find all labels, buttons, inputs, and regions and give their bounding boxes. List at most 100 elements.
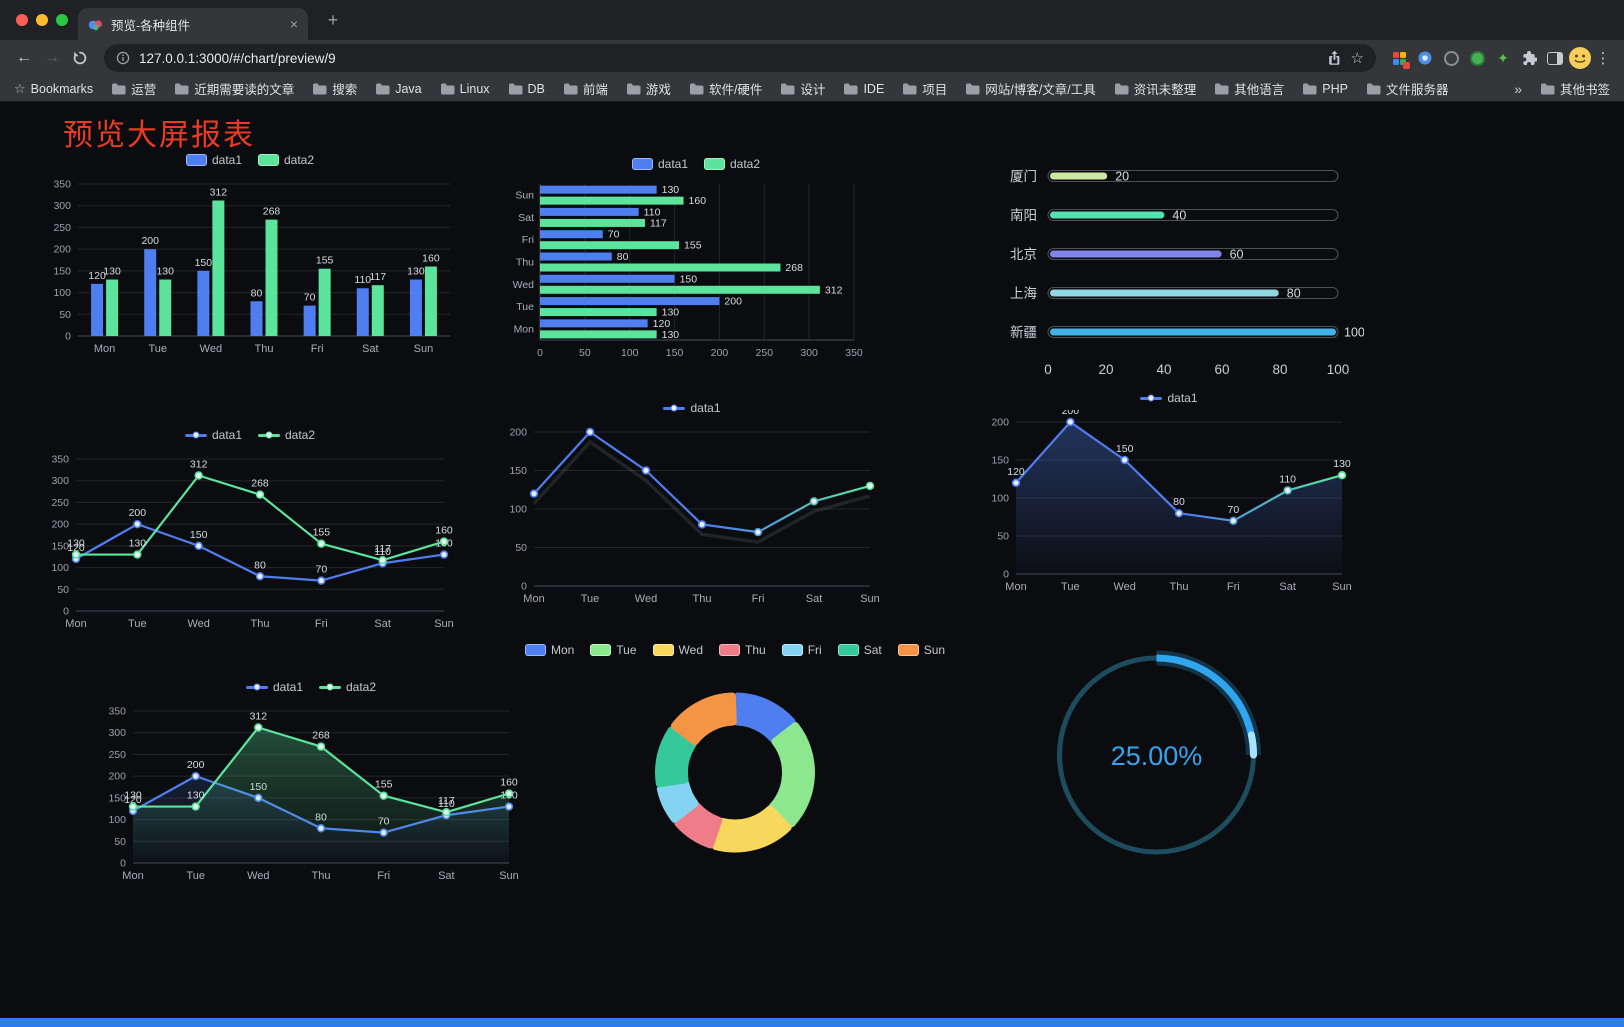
chart-canvas-gradient-line: 0 50 100 150 200 Mon Tue Wed Thu Fri Sat Sun bbox=[509, 427, 879, 606]
legend-item-data2[interactable]: data2 bbox=[704, 157, 760, 171]
bookmark-item[interactable]: 其他语言 bbox=[1214, 79, 1284, 98]
legend-item-Sat[interactable]: Sat bbox=[837, 643, 882, 657]
svg-text:155: 155 bbox=[375, 779, 393, 791]
svg-text:Mon: Mon bbox=[122, 870, 143, 882]
back-icon[interactable]: ← bbox=[16, 49, 32, 66]
svg-text:70: 70 bbox=[315, 564, 327, 576]
bookmark-item[interactable]: 搜索 bbox=[312, 79, 357, 98]
reload-icon[interactable] bbox=[66, 44, 94, 72]
svg-text:Sat: Sat bbox=[806, 593, 823, 605]
bookmark-item[interactable]: 其他书签 bbox=[1540, 79, 1610, 98]
svg-text:Sat: Sat bbox=[362, 343, 379, 355]
svg-text:Fri: Fri bbox=[311, 343, 324, 355]
svg-text:350: 350 bbox=[53, 179, 71, 191]
folder-icon bbox=[312, 83, 327, 95]
folder-icon bbox=[780, 83, 795, 95]
folder-icon bbox=[1214, 83, 1229, 95]
legend-item-Thu[interactable]: Thu bbox=[719, 643, 766, 657]
chart-percent-gauge[interactable]: 25.00% bbox=[1034, 635, 1279, 875]
legend-item-data2[interactable]: data2 bbox=[319, 680, 376, 694]
bookmark-star-icon[interactable]: ☆ bbox=[1350, 50, 1364, 67]
legend-item-data1[interactable]: data1 bbox=[184, 428, 242, 442]
bookmark-label: Java bbox=[395, 81, 422, 96]
chart-gradient-line[interactable]: data1 0 50 100 150 200 Mon Tue Wed Thu Fri Sat Sun bbox=[498, 396, 886, 612]
svg-text:Mon: Mon bbox=[94, 343, 115, 355]
chart-grouped-bar[interactable]: data1 data2 0 50 100 150 200 250 300 350 Mon Tue Wed… bbox=[40, 148, 460, 362]
bookmark-item[interactable]: Java bbox=[375, 81, 422, 96]
svg-text:Fri: Fri bbox=[315, 618, 328, 630]
window-zoom-button[interactable] bbox=[56, 14, 68, 26]
ext-dark-circle-icon[interactable] bbox=[1438, 45, 1464, 71]
svg-text:350: 350 bbox=[845, 347, 863, 359]
legend-item-data2[interactable]: data2 bbox=[258, 428, 315, 442]
sidebar-toggle-icon[interactable] bbox=[1542, 45, 1568, 71]
share-icon[interactable] bbox=[1327, 50, 1342, 66]
legend-item-data1[interactable]: data1 bbox=[245, 680, 303, 694]
svg-text:上海: 上海 bbox=[1010, 286, 1037, 301]
legend-item-data1[interactable]: data1 bbox=[631, 157, 688, 171]
chart-two-line[interactable]: data1 data2 0 50 100 150 200 250 300 350 Mon Tue Wed… bbox=[40, 423, 460, 637]
svg-text:200: 200 bbox=[53, 244, 71, 256]
bookmark-item[interactable]: 文件服务器 bbox=[1366, 79, 1448, 98]
bookmark-item[interactable]: IDE bbox=[843, 82, 884, 96]
svg-text:Tue: Tue bbox=[516, 301, 534, 313]
bookmark-item[interactable]: 近期需要读的文章 bbox=[174, 79, 294, 98]
ext-green-star-icon[interactable]: ✦ bbox=[1497, 49, 1509, 66]
chart-area-line[interactable]: data1 0 50 100 150 200 Mon Tue Wed Thu Fri Sat Sun 12… bbox=[980, 386, 1358, 600]
bookmark-item[interactable]: PHP bbox=[1302, 82, 1348, 96]
forward-icon[interactable]: → bbox=[44, 49, 60, 66]
svg-text:120: 120 bbox=[653, 318, 671, 330]
bookmark-item[interactable]: 设计 bbox=[780, 79, 825, 98]
legend-item-Mon[interactable]: Mon bbox=[524, 643, 574, 657]
bookmark-label: 前端 bbox=[582, 83, 608, 97]
ext-palette-icon[interactable] bbox=[1386, 45, 1412, 71]
site-info-icon[interactable] bbox=[116, 51, 130, 65]
bookmark-item[interactable]: 软件/硬件 bbox=[689, 79, 762, 98]
bookmark-item[interactable]: 前端 bbox=[563, 79, 608, 98]
svg-text:80: 80 bbox=[251, 287, 263, 299]
legend-item-data1[interactable]: data1 bbox=[663, 401, 721, 415]
svg-text:Thu: Thu bbox=[1170, 581, 1189, 593]
svg-text:160: 160 bbox=[689, 195, 707, 207]
browser-tab[interactable]: 预览-各种组件 × bbox=[78, 8, 308, 40]
bookmark-item[interactable]: 网站/博客/文章/工具 bbox=[965, 79, 1096, 98]
chart-weekday-donut[interactable]: Mon Tue Wed Thu Fri Sat Sun bbox=[524, 638, 945, 875]
bookmark-item[interactable]: 资讯未整理 bbox=[1114, 79, 1196, 98]
legend-item-Tue[interactable]: Tue bbox=[590, 643, 637, 657]
legend-item-Sun[interactable]: Sun bbox=[897, 643, 945, 657]
chart-two-line-area[interactable]: data1 data2 0 50 100 150 200 250 300 350 Mon Tue Wed… bbox=[97, 675, 525, 889]
ext-green-circle-icon[interactable] bbox=[1464, 45, 1490, 71]
chart-city-progress[interactable]: 厦门 20 南阳 40 北京 60 上海 80 新疆 100 0 20 40 60 80 100 bbox=[986, 158, 1364, 386]
extensions-puzzle-icon[interactable] bbox=[1516, 45, 1542, 71]
legend-item-data1[interactable]: data1 bbox=[185, 153, 242, 167]
bookmark-item[interactable]: 游戏 bbox=[626, 79, 671, 98]
bookmark-item[interactable]: Linux bbox=[440, 82, 490, 96]
legend-item-data1[interactable]: data1 bbox=[1140, 391, 1198, 405]
svg-text:200: 200 bbox=[1062, 410, 1080, 417]
chart-horizontal-bar[interactable]: data1 data2 0 50 100 150 200 250 300 350 Mon 120 130… bbox=[500, 152, 892, 366]
url-text[interactable]: 127.0.0.1:3000/#/chart/preview/9 bbox=[139, 50, 336, 66]
ext-blue-icon[interactable] bbox=[1412, 45, 1438, 71]
svg-text:Sun: Sun bbox=[1332, 581, 1352, 593]
svg-text:Sat: Sat bbox=[374, 618, 391, 630]
svg-text:300: 300 bbox=[800, 347, 818, 359]
legend-item-Wed[interactable]: Wed bbox=[652, 643, 703, 657]
profile-avatar[interactable] bbox=[1568, 46, 1592, 70]
bookmark-item[interactable]: 项目 bbox=[902, 79, 947, 98]
legend-item-data2[interactable]: data2 bbox=[258, 153, 314, 167]
legend-item-Fri[interactable]: Fri bbox=[781, 643, 822, 657]
svg-text:117: 117 bbox=[374, 543, 391, 555]
svg-text:0: 0 bbox=[521, 581, 527, 593]
window-minimize-button[interactable] bbox=[36, 14, 48, 26]
bookmark-item[interactable]: ☆ Bookmarks bbox=[14, 81, 93, 97]
svg-text:20: 20 bbox=[1098, 362, 1113, 377]
browser-menu-icon[interactable]: ⋮ bbox=[1595, 50, 1611, 67]
bookmarks-overflow-chevron[interactable]: » bbox=[1514, 80, 1522, 97]
window-close-button[interactable] bbox=[16, 14, 28, 26]
bookmark-item[interactable]: DB bbox=[508, 82, 545, 96]
tab-close-icon[interactable]: × bbox=[289, 16, 298, 32]
address-bar[interactable]: 127.0.0.1:3000/#/chart/preview/9 ☆ bbox=[104, 44, 1376, 72]
bookmark-item[interactable]: 运营 bbox=[111, 79, 156, 98]
svg-text:0: 0 bbox=[65, 331, 71, 343]
new-tab-button[interactable]: + bbox=[327, 10, 339, 30]
